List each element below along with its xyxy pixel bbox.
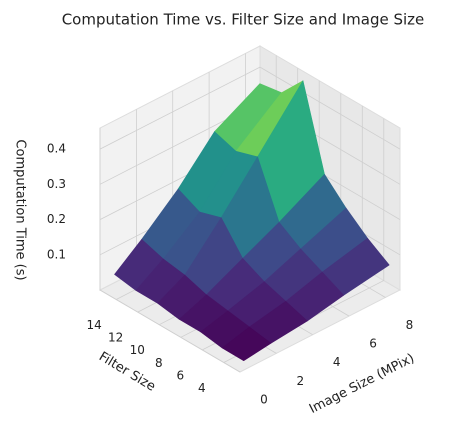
z-axis-label: Computation Time (s) <box>13 139 28 280</box>
y-tick-label: 12 <box>108 331 123 345</box>
y-axis-label: Filter Size <box>96 349 158 394</box>
grid-line <box>99 128 241 373</box>
chart-title: Computation Time vs. Filter Size and Ima… <box>62 11 425 29</box>
z-tick-label: 0.2 <box>47 212 66 226</box>
x-tick-label: 4 <box>333 355 341 369</box>
x-tick-label: 6 <box>369 337 377 351</box>
x-axis-label: Image Size (MPix) <box>307 351 417 417</box>
x-tick-label: 2 <box>297 374 305 388</box>
y-tick-label: 8 <box>155 356 163 370</box>
y-tick-label: 14 <box>87 318 102 332</box>
y-tick-label: 6 <box>176 368 184 382</box>
x-tick-label: 0 <box>260 393 268 407</box>
z-tick-label: 0.4 <box>47 142 66 156</box>
z-tick-label: 0.3 <box>47 177 66 191</box>
surface-face <box>221 326 272 362</box>
z-tick-label: 0.1 <box>47 247 66 261</box>
y-tick-label: 10 <box>130 343 145 357</box>
grid-line <box>99 66 401 150</box>
x-tick-label: 8 <box>406 318 414 332</box>
y-tick-label: 4 <box>198 381 206 395</box>
